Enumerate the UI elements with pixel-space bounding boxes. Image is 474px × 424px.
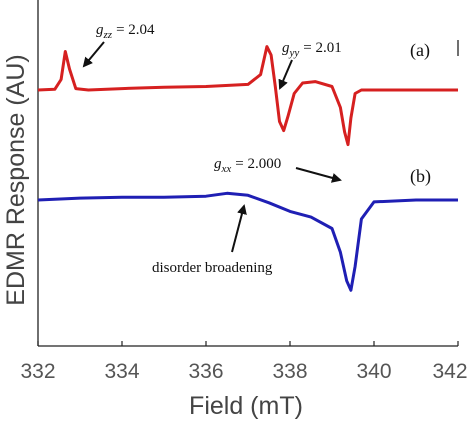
x-axis-ticks: 332 334 336 338 340 342 (20, 341, 468, 383)
x-tick-label-0: 332 (20, 360, 55, 383)
arrow-gxx (295, 167, 342, 183)
annotation-disorder: disorder broadening (152, 260, 273, 276)
annotation-gxx: gxx = 2.000 (214, 156, 281, 175)
arrow-disorder (231, 204, 247, 253)
x-tick-label-3: 338 (272, 360, 307, 383)
x-tick-label-1: 334 (104, 360, 139, 383)
annotation-gzz: gzz = 2.04 (96, 22, 155, 41)
x-axis-title: Field (mT) (189, 392, 303, 420)
panel-label-b: (b) (410, 166, 431, 187)
panel-label-a: (a) (410, 40, 430, 61)
arrow-gyy (278, 59, 293, 90)
x-tick-label-2: 336 (188, 360, 223, 383)
arrow-gzz (82, 41, 105, 68)
x-tick-label-4: 340 (356, 360, 391, 383)
x-tick-label-5: 342 (432, 360, 467, 383)
series-b-line (37, 191, 458, 292)
series-a-line (37, 45, 458, 147)
annotation-gyy: gyy = 2.01 (282, 40, 342, 59)
y-axis-title: EDMR Response (AU) (2, 54, 30, 305)
